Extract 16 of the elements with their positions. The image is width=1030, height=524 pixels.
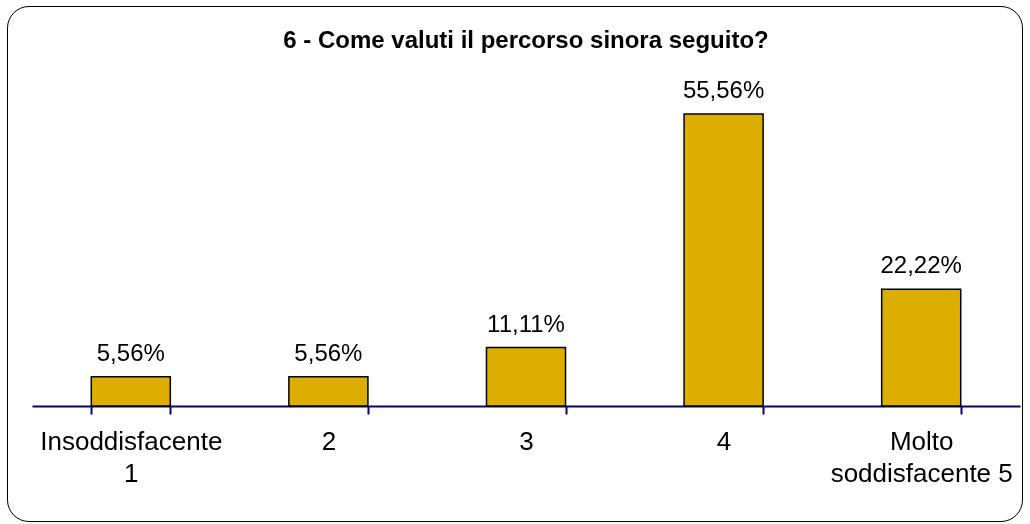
data-label: 22,22%	[880, 251, 962, 279]
bar	[683, 113, 764, 407]
x-tick-label: Molto soddisfacente 5	[830, 425, 1013, 488]
data-label: 11,11%	[487, 309, 565, 337]
data-label: 5,56%	[294, 338, 363, 366]
chart-title: 6 - Come valuti il percorso sinora seguito?	[283, 26, 769, 53]
data-label: 55,56%	[682, 76, 765, 103]
bar	[485, 346, 567, 407]
data-label: 5,56%	[96, 338, 165, 366]
bar	[90, 376, 172, 407]
x-tick-label: 4	[716, 425, 732, 456]
bar	[288, 376, 369, 407]
x-tick-label: 3	[519, 425, 534, 456]
x-tick-label: 2	[321, 425, 337, 456]
bar	[880, 288, 962, 407]
x-tick-label: Insoddisfacente 1	[40, 425, 223, 488]
